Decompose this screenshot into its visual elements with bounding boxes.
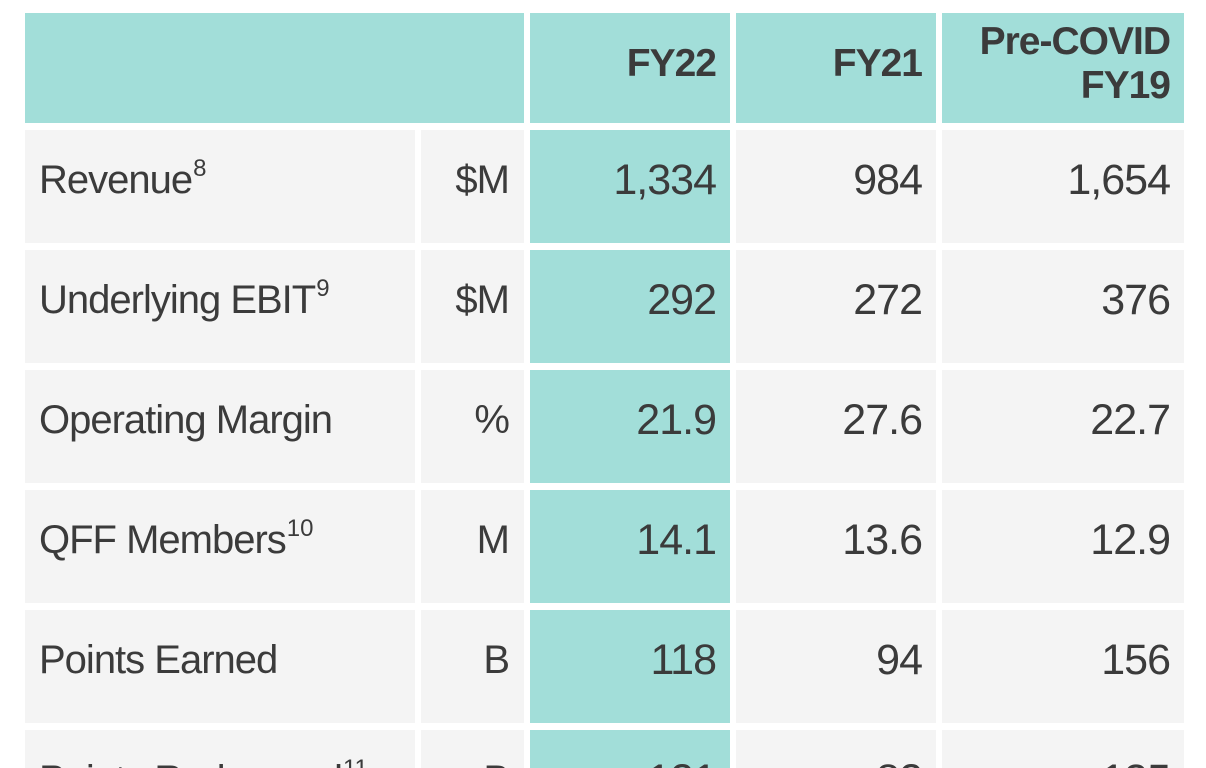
unit-cell: % (421, 370, 524, 483)
fy19-value-cell: 12.9 (942, 490, 1184, 603)
row-label-cell: QFF Members10 (25, 490, 415, 603)
fy22-value-cell: 121 (530, 730, 730, 768)
unit-cell: $M (421, 130, 524, 243)
row-label: Revenue (39, 157, 193, 202)
header-fy22: FY22 (530, 13, 730, 123)
row-label-cell: Underlying EBIT9 (25, 250, 415, 363)
fy19-value-cell: 156 (942, 610, 1184, 723)
header-fy19-line1: Pre-COVID (979, 20, 1171, 63)
fy22-value-cell: 1,334 (530, 130, 730, 243)
fy21-value-cell: 272 (736, 250, 936, 363)
unit-cell: B (421, 610, 524, 723)
row-label-cell: Revenue8 (25, 130, 415, 243)
row-label: QFF Members (39, 517, 287, 562)
fy19-value-cell: 1,654 (942, 130, 1184, 243)
footnote-ref: 10 (286, 515, 314, 543)
row-label-cell: Operating Margin (25, 370, 415, 483)
fy21-value-cell: 27.6 (736, 370, 936, 483)
row-label-cell: Points Redeemed11 (25, 730, 415, 768)
unit-cell: M (421, 490, 524, 603)
unit-cell: B (421, 730, 524, 768)
fy22-value-cell: 292 (530, 250, 730, 363)
fy19-value-cell: 22.7 (942, 370, 1184, 483)
table-row-underlying-ebit: Underlying EBIT9 $M 292 272 376 (25, 250, 1184, 363)
header-spacer-cell (25, 13, 524, 123)
table-row-qff-members: QFF Members10 M 14.1 13.6 12.9 (25, 490, 1184, 603)
table-row-revenue: Revenue8 $M 1,334 984 1,654 (25, 130, 1184, 243)
fy19-value-cell: 376 (942, 250, 1184, 363)
fy21-value-cell: 13.6 (736, 490, 936, 603)
fy22-value-cell: 21.9 (530, 370, 730, 483)
fy21-value-cell: 82 (736, 730, 936, 768)
table-row-points-earned: Points Earned B 118 94 156 (25, 610, 1184, 723)
fy22-value-cell: 118 (530, 610, 730, 723)
row-label-cell: Points Earned (25, 610, 415, 723)
row-label: Operating Margin (39, 397, 333, 442)
row-label: Underlying EBIT (39, 277, 316, 322)
row-label: Points Redeemed (39, 758, 343, 768)
header-fy19-precovid: Pre-COVID FY19 (942, 13, 1184, 123)
table-row-points-redeemed: Points Redeemed11 B 121 82 135 (25, 730, 1184, 768)
header-row: FY22 FY21 Pre-COVID FY19 (25, 13, 1184, 123)
row-label: Points Earned (39, 637, 278, 682)
header-fy19-line2: FY19 (1080, 64, 1171, 107)
header-fy21: FY21 (736, 13, 936, 123)
financial-summary-table: FY22 FY21 Pre-COVID FY19 Revenue8 $M 1,3… (19, 6, 1190, 768)
footnote-ref: 9 (316, 275, 330, 303)
table-row-operating-margin: Operating Margin % 21.9 27.6 22.7 (25, 370, 1184, 483)
fy21-value-cell: 94 (736, 610, 936, 723)
footnote-ref: 8 (193, 155, 207, 183)
fy22-value-cell: 14.1 (530, 490, 730, 603)
fy21-value-cell: 984 (736, 130, 936, 243)
fy19-value-cell: 135 (942, 730, 1184, 768)
unit-cell: $M (421, 250, 524, 363)
footnote-ref: 11 (343, 755, 368, 768)
